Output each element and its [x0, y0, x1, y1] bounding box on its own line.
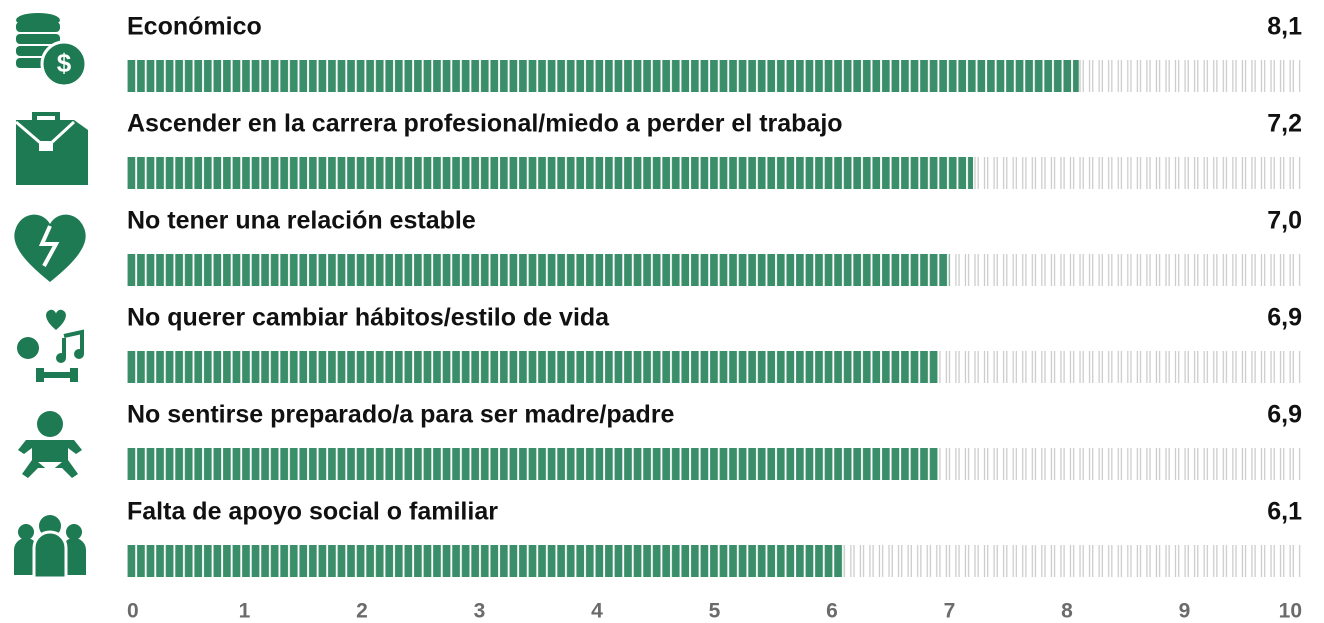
value-label: 7,2 [1267, 110, 1302, 138]
x-tick-label: 8 [1061, 600, 1073, 623]
bar [127, 60, 1079, 92]
x-tick-label: 3 [474, 600, 486, 623]
category-label: Económico [127, 13, 262, 41]
x-tick-label: 5 [709, 600, 721, 623]
category-label: No querer cambiar hábitos/estilo de vida [127, 304, 610, 332]
x-tick-label: 0 [127, 600, 139, 623]
x-tick-label: 7 [944, 600, 956, 623]
icons: $ [14, 13, 88, 580]
family-icon [14, 515, 86, 580]
bar [127, 448, 938, 480]
bar [127, 351, 938, 383]
x-tick-label: 6 [826, 600, 838, 623]
x-tick-label: 9 [1179, 600, 1191, 623]
x-tick-label: 4 [591, 600, 603, 623]
x-tick-label: 2 [356, 600, 368, 623]
category-label: No sentirse preparado/a para ser madre/p… [127, 401, 675, 429]
value-label: 6,9 [1267, 401, 1302, 429]
value-label: 6,1 [1267, 498, 1302, 526]
category-label: Ascender en la carrera profesional/miedo… [127, 110, 843, 138]
bar [127, 254, 950, 286]
bar [127, 157, 973, 189]
broken-heart-icon [14, 214, 86, 282]
category-label: Falta de apoyo social o familiar [127, 498, 498, 526]
coins-icon: $ [16, 13, 88, 88]
svg-text:$: $ [57, 48, 72, 78]
lifestyle-icon [17, 309, 84, 382]
value-label: 6,9 [1267, 304, 1302, 332]
briefcase-icon [15, 112, 88, 185]
baby-icon [18, 411, 82, 478]
category-label: No tener una relación estable [127, 207, 476, 235]
bar [127, 545, 844, 577]
value-label: 7,0 [1267, 207, 1302, 235]
x-tick-label: 10 [1279, 600, 1302, 623]
value-label: 8,1 [1267, 13, 1302, 41]
x-tick-label: 1 [239, 600, 251, 623]
